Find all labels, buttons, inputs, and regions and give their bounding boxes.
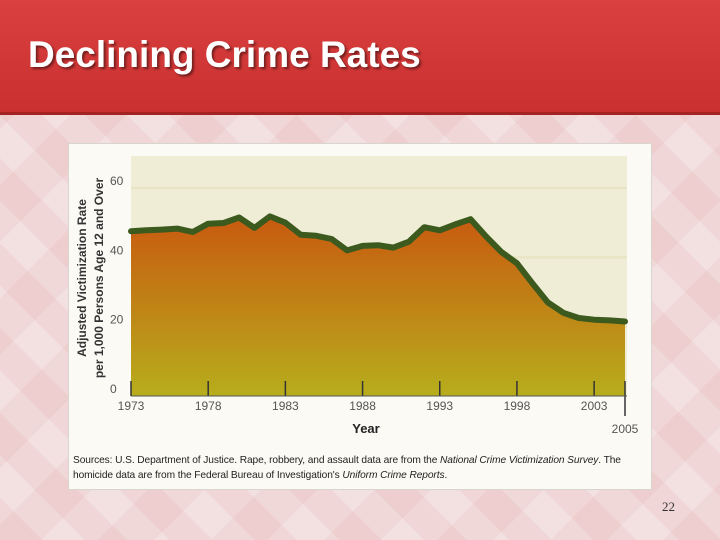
y-axis-label-line1: Adjusted Victimization Rate bbox=[75, 199, 89, 357]
y-tick-label-40: 40 bbox=[110, 243, 124, 257]
series-area bbox=[131, 216, 625, 396]
y-tick-label-0: 0 bbox=[110, 382, 117, 396]
x-tick-label-2003: 2003 bbox=[581, 399, 608, 413]
slide-title: Declining Crime Rates bbox=[28, 34, 421, 75]
chart-figure: 0 20 40 60 1973 1978 1983 1988 1993 1998 2003 2005 … bbox=[68, 143, 652, 490]
x-axis-label: Year bbox=[352, 421, 379, 436]
x-tick-label-1978: 1978 bbox=[195, 399, 222, 413]
x-tick-label-2005: 2005 bbox=[612, 422, 639, 436]
sources-prefix: Sources: U.S. Department of Justice. Rap… bbox=[73, 455, 441, 466]
sources-suffix: . bbox=[444, 470, 448, 481]
x-tick-label-1988: 1988 bbox=[349, 399, 376, 413]
sources-survey-title: National Crime Victimization Survey bbox=[440, 455, 599, 466]
sources-reports-title: Uniform Crime Reports bbox=[342, 470, 445, 481]
y-tick-label-20: 20 bbox=[110, 313, 124, 327]
x-tick-label-1983: 1983 bbox=[272, 399, 299, 413]
y-axis-label-line2: per 1,000 Persons Age 12 and Over bbox=[92, 178, 106, 379]
title-banner: Declining Crime Rates bbox=[0, 0, 720, 115]
sources-note: Sources: U.S. Department of Justice. Rap… bbox=[73, 453, 648, 483]
sources-middle: . The homicide data are from the Federal… bbox=[73, 455, 621, 481]
x-tick-label-1998: 1998 bbox=[504, 399, 531, 413]
x-tick-label-1993: 1993 bbox=[426, 399, 453, 413]
x-tick-label-1973: 1973 bbox=[118, 399, 145, 413]
page-number: 22 bbox=[662, 499, 675, 514]
series-line bbox=[128, 213, 628, 325]
y-tick-label-60: 60 bbox=[110, 174, 124, 188]
